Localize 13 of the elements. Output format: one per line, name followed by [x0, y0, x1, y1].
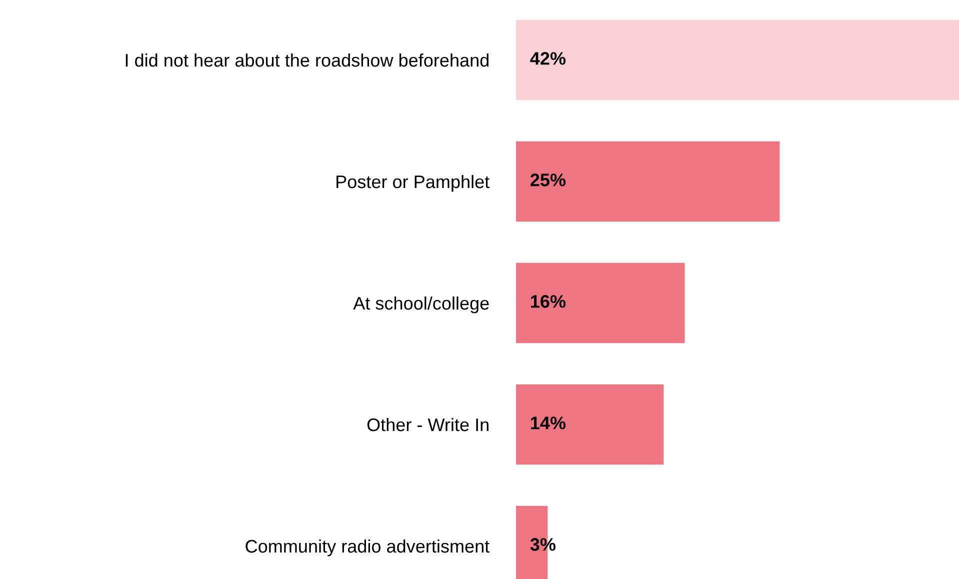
data-label: 16% [531, 295, 566, 308]
y-tick-label: Community radio advertisment [246, 539, 490, 556]
bar [516, 20, 959, 100]
bar [516, 262, 685, 344]
data-label: 25% [530, 174, 566, 186]
data-label: 14% [531, 416, 566, 430]
y-tick-label: Other - Write In [367, 418, 488, 432]
bar [516, 141, 780, 222]
y-tick-label: At school/college [353, 296, 489, 314]
data-label: 42% [530, 52, 566, 65]
y-tick-label: Poster or Pamphlet [336, 174, 490, 192]
bar [516, 384, 664, 465]
y-tick-label: I did not hear about the roadshow beforehand [126, 53, 488, 67]
